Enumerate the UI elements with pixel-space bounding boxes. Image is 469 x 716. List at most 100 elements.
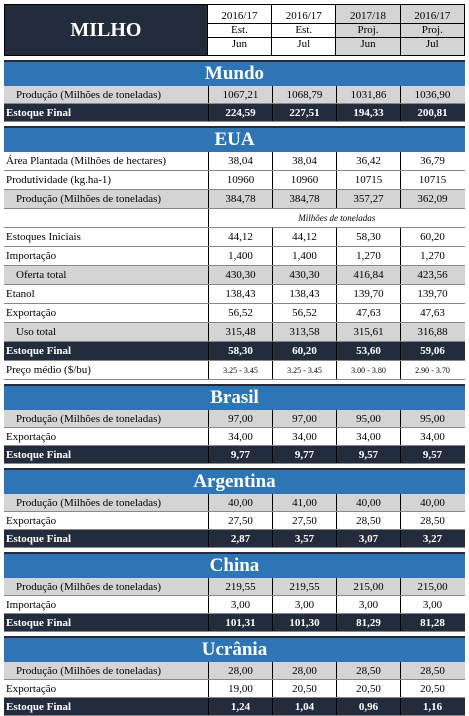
cell-value: 1036,90	[400, 86, 464, 103]
row-label: Estoque Final	[6, 345, 72, 357]
cell-value: 194,33	[336, 104, 400, 121]
cell-value: 2,87	[208, 530, 272, 547]
cell-value: 34,00	[336, 428, 400, 445]
table-row: Produtividade (kg.ha-1) 10960 10960 10715 10…	[4, 171, 465, 190]
cell-value: 27,50	[208, 512, 272, 529]
table-row: Oferta total 430,30 430,30 416,84 423,56	[4, 266, 465, 285]
cell-value: 227,51	[272, 104, 336, 121]
table-row: Produção (Milhões de toneladas) 384,78 384…	[4, 190, 465, 209]
cell-value: 19,00	[208, 680, 272, 697]
column-header-line: Jul	[297, 37, 311, 50]
cell-value: 430,30	[208, 266, 272, 284]
table-row: Importação 1,400 1,400 1,270 1,270	[4, 247, 465, 266]
cell-value: 219,55	[208, 578, 272, 595]
table-row: Área Plantada (Milhões de hectares) 38,04…	[4, 152, 465, 171]
table-row: Estoque Final 101,31 101,30 81,29 81,28	[4, 614, 465, 632]
section-title: China	[4, 552, 465, 578]
section-title: Argentina	[4, 468, 465, 494]
cell-value: 97,00	[272, 410, 336, 427]
row-label: Exportação	[6, 307, 57, 319]
cell-value: 28,00	[272, 662, 336, 679]
cell-value: 41,00	[272, 494, 336, 511]
cell-value: 36,79	[400, 152, 464, 170]
section-title: Brasil	[4, 384, 465, 410]
cell-value: 47,63	[400, 304, 464, 322]
row-label: Importação	[6, 250, 57, 262]
row-label: Área Plantada (Milhões de hectares)	[6, 155, 167, 167]
cell-value: 38,04	[272, 152, 336, 170]
row-label: Produção (Milhões de toneladas)	[16, 88, 162, 101]
row-label: Exportação	[6, 514, 57, 527]
column-header: 2016/17 Proj. Jul	[399, 5, 464, 55]
section-title: Ucrânia	[4, 636, 465, 662]
cell-value: 3,27	[400, 530, 464, 547]
column-header-line: 2016/17	[207, 10, 272, 24]
table-row: Produção (Milhões de toneladas) 1067,21 10…	[4, 86, 465, 104]
cell-value: 1,270	[400, 247, 464, 265]
column-header: 2016/17 Est. Jun	[206, 5, 272, 55]
table-row: Uso total 315,48 313,58 315,61 316,88	[4, 323, 465, 342]
column-header-line: Jul	[425, 37, 439, 50]
cell-value: 60,20	[400, 228, 464, 246]
cell-value: 1,400	[272, 247, 336, 265]
cell-value: 1,400	[208, 247, 272, 265]
cell-value: 357,27	[336, 190, 400, 208]
cell-value: 34,00	[400, 428, 464, 445]
row-label: Exportação	[6, 682, 57, 695]
cell-value: 315,48	[208, 323, 272, 341]
cell-value: 3,00	[272, 596, 336, 613]
column-header-line: Jun	[360, 37, 376, 50]
section-title: Mundo	[4, 60, 465, 86]
table-row: Produção (Milhões de toneladas) 40,00 41,0…	[4, 494, 465, 512]
cell-value: 81,29	[336, 614, 400, 631]
cell-value: 58,30	[208, 342, 272, 360]
cell-value: 3,57	[272, 530, 336, 547]
cell-value: 138,43	[272, 285, 336, 303]
row-label: Estoque Final	[6, 448, 72, 461]
cell-value: 40,00	[336, 494, 400, 511]
row-label: Preço médio ($/bu)	[6, 364, 91, 376]
cell-value: 58,30	[336, 228, 400, 246]
row-label: Produção (Milhões de toneladas)	[16, 664, 162, 677]
cell-value: 36,42	[336, 152, 400, 170]
cell-value: 1,04	[272, 698, 336, 715]
column-header-line: 2017/18	[336, 10, 400, 24]
table-row: Produção (Milhões de toneladas) 28,00 28,0…	[4, 662, 465, 680]
cell-value: 97,00	[208, 410, 272, 427]
table-row: Importação 3,00 3,00 3,00 3,00	[4, 596, 465, 614]
section-title: EUA	[4, 126, 465, 152]
cell-value: 101,30	[272, 614, 336, 631]
cell-value: 1,270	[336, 247, 400, 265]
row-label: Produção (Milhões de toneladas)	[16, 193, 162, 205]
row-label: Oferta total	[16, 269, 67, 281]
cell-value: 0,96	[336, 698, 400, 715]
cell-value: 95,00	[400, 410, 464, 427]
row-label: Estoque Final	[6, 532, 72, 545]
cell-value: 215,00	[400, 578, 464, 595]
cell-value: 1,24	[208, 698, 272, 715]
cell-value: 56,52	[272, 304, 336, 322]
table-row: Etanol 138,43 138,43 139,70 139,70	[4, 285, 465, 304]
cell-value: 28,50	[400, 662, 464, 679]
header: MILHO 2016/17 Est. Jun 2016/17 Est. Jul 2017/1…	[4, 4, 465, 56]
cell-value: 224,59	[208, 104, 272, 121]
cell-value: 20,50	[336, 680, 400, 697]
row-label: Produção (Milhões de toneladas)	[16, 580, 162, 593]
cell-value: 81,28	[400, 614, 464, 631]
row-label: Etanol	[6, 288, 35, 300]
cell-value: 40,00	[208, 494, 272, 511]
column-header-line: Proj.	[336, 24, 400, 38]
cell-value: 40,00	[400, 494, 464, 511]
cell-value: 3,00	[336, 596, 400, 613]
cell-value: 3,00	[208, 596, 272, 613]
cell-value: 10715	[336, 171, 400, 189]
cell-value: 1,16	[400, 698, 464, 715]
cell-value: 384,78	[272, 190, 336, 208]
cell-value: 9,57	[400, 446, 464, 463]
table-row: Exportação 27,50 27,50 28,50 28,50	[4, 512, 465, 530]
column-header-line: Est.	[272, 24, 336, 38]
column-header-line: 2016/17	[272, 10, 336, 24]
cell-value: 10960	[208, 171, 272, 189]
cell-value: 47,63	[336, 304, 400, 322]
title: MILHO	[5, 5, 207, 55]
